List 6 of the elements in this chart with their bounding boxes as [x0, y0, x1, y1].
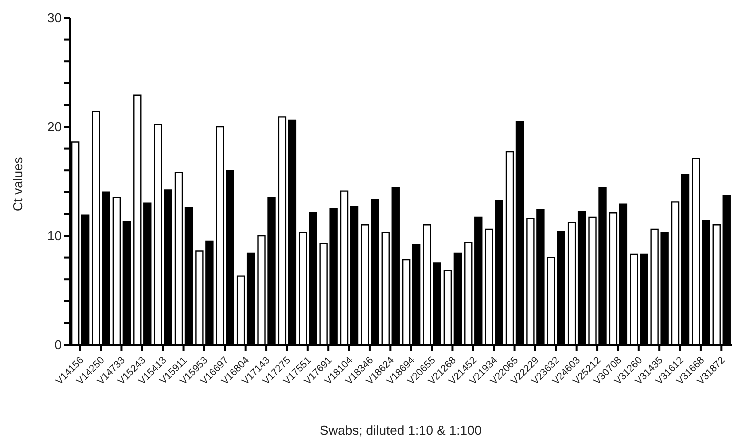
y-tick-label: 10 — [48, 228, 62, 244]
y-tick-label: 0 — [54, 338, 62, 353]
y-axis-title: Ct values — [10, 156, 26, 212]
x-axis-title: Swabs; diluted 1:10 & 1:100 — [320, 423, 482, 438]
y-tick-label: 20 — [48, 120, 62, 135]
y-tick-label: 30 — [48, 10, 62, 26]
